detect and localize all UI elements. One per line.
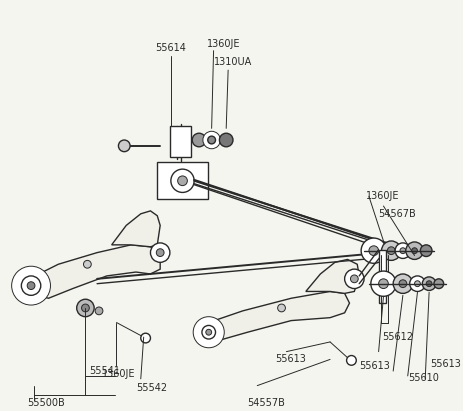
Text: 55612: 55612 <box>382 332 413 342</box>
Circle shape <box>207 136 215 144</box>
Circle shape <box>405 242 422 259</box>
Circle shape <box>193 317 224 348</box>
Circle shape <box>433 279 443 289</box>
Circle shape <box>150 243 169 262</box>
Circle shape <box>398 280 406 288</box>
Circle shape <box>387 247 394 254</box>
Circle shape <box>409 276 424 291</box>
Circle shape <box>170 169 194 192</box>
Circle shape <box>206 329 211 335</box>
Circle shape <box>370 271 395 296</box>
Polygon shape <box>305 259 358 293</box>
Circle shape <box>381 241 400 261</box>
Text: 55541: 55541 <box>89 366 120 376</box>
Circle shape <box>156 249 164 256</box>
Text: 54557B: 54557B <box>247 398 285 408</box>
Bar <box>157 162 207 199</box>
Text: 55613: 55613 <box>274 353 305 364</box>
Text: 55542: 55542 <box>136 383 167 393</box>
Circle shape <box>95 307 103 315</box>
Circle shape <box>76 299 94 317</box>
Text: 55613: 55613 <box>429 359 460 369</box>
Bar <box>378 250 386 303</box>
Circle shape <box>277 304 285 312</box>
Text: 55613: 55613 <box>358 361 389 372</box>
Text: 55610: 55610 <box>407 373 438 383</box>
Polygon shape <box>208 291 349 342</box>
Text: 1360JE: 1360JE <box>206 39 240 49</box>
Circle shape <box>350 275 357 283</box>
Circle shape <box>140 333 150 343</box>
Polygon shape <box>112 211 160 247</box>
Circle shape <box>413 281 419 286</box>
Circle shape <box>12 266 50 305</box>
Circle shape <box>411 248 417 254</box>
Circle shape <box>202 131 220 149</box>
Text: 54567B: 54567B <box>378 209 415 219</box>
Text: 55614: 55614 <box>155 43 186 53</box>
Circle shape <box>360 238 386 263</box>
Circle shape <box>368 246 378 256</box>
Circle shape <box>27 282 35 289</box>
Circle shape <box>419 245 431 256</box>
Bar <box>169 127 191 157</box>
Circle shape <box>201 326 215 339</box>
Circle shape <box>118 140 130 152</box>
Text: 1360JE: 1360JE <box>365 192 399 201</box>
Circle shape <box>392 274 412 293</box>
Circle shape <box>81 304 89 312</box>
Circle shape <box>421 277 435 291</box>
Circle shape <box>378 279 388 289</box>
Text: 55500B: 55500B <box>27 398 65 408</box>
Circle shape <box>344 269 363 289</box>
Circle shape <box>192 133 206 147</box>
Circle shape <box>83 261 91 268</box>
Circle shape <box>177 176 187 186</box>
Circle shape <box>219 133 232 147</box>
Circle shape <box>425 281 431 286</box>
Text: 1310UA: 1310UA <box>213 57 251 67</box>
Polygon shape <box>29 245 160 298</box>
Circle shape <box>21 276 41 296</box>
Circle shape <box>394 243 410 259</box>
Circle shape <box>399 248 405 254</box>
Text: 1360JE: 1360JE <box>102 369 135 379</box>
Circle shape <box>346 356 356 365</box>
